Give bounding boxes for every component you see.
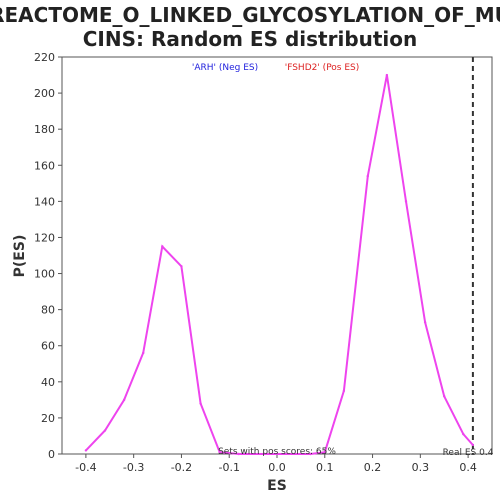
x-axis-label: ES (267, 478, 287, 494)
es-data-point (443, 395, 446, 398)
es-data-point (309, 452, 312, 456)
es-data-point (84, 449, 88, 452)
es-data-point (366, 174, 369, 178)
es-data-point (423, 321, 427, 324)
y-tick-label: 200 (34, 87, 55, 100)
real-es-label: Real ES 0.4 (443, 448, 494, 458)
x-axis: -0.4 -0.3 -0.2 -0.1 0.0 0.1 0.2 0.3 0.4 (75, 454, 477, 474)
es-data-point (180, 265, 183, 268)
y-tick-label: 120 (34, 231, 55, 244)
x-tick-label: 0.2 (364, 461, 382, 474)
chart-title-line1: REACTOME_O_LINKED_GLYCOSYLATION_OF_MU (0, 3, 500, 27)
x-tick-label: -0.2 (171, 461, 192, 474)
x-tick-label: 0.3 (412, 461, 430, 474)
es-data-point (218, 450, 221, 454)
x-tick-label: -0.1 (218, 461, 239, 474)
y-tick-label: 160 (34, 159, 55, 172)
plot-area (61, 56, 493, 455)
es-data-point (237, 452, 240, 456)
es-data-point (385, 73, 389, 77)
es-data-point (199, 402, 202, 405)
y-tick-label: 140 (34, 195, 55, 208)
es-data-point (462, 432, 465, 436)
y-tick-label: 60 (41, 340, 55, 353)
es-data-point (471, 443, 475, 447)
es-data-point (142, 351, 145, 355)
es-data-point (122, 398, 126, 402)
es-data-point (342, 389, 346, 393)
y-tick-label: 40 (41, 376, 55, 389)
y-tick-label: 0 (48, 448, 55, 461)
legend-neg-es: 'ARH' (Neg ES) (192, 63, 258, 73)
es-data-point (161, 245, 164, 248)
x-tick-label: -0.4 (75, 461, 96, 474)
y-axis-label: P(ES) (12, 235, 28, 278)
legend-pos-es: 'FSHD2' (Pos ES) (285, 63, 360, 73)
x-tick-label: 0.1 (316, 461, 334, 474)
x-tick-label: -0.3 (123, 461, 144, 474)
y-tick-label: 180 (34, 123, 55, 136)
y-tick-label: 20 (41, 412, 55, 425)
es-data-point (323, 450, 326, 454)
y-tick-label: 220 (34, 51, 55, 64)
y-tick-label: 80 (41, 304, 55, 317)
es-data-point (103, 429, 107, 432)
es-distribution-points (84, 73, 475, 456)
y-axis: 0 20 40 60 80 100 120 140 160 180 200 220 (34, 51, 62, 461)
pos-scores-annotation: Sets with pos scores: 65% (218, 447, 336, 457)
chart-title-line2: CINS: Random ES distribution (83, 27, 418, 51)
es-data-point (404, 200, 408, 203)
x-tick-label: 0.4 (459, 461, 477, 474)
y-tick-label: 100 (34, 268, 55, 281)
x-tick-label: 0.0 (268, 461, 286, 474)
